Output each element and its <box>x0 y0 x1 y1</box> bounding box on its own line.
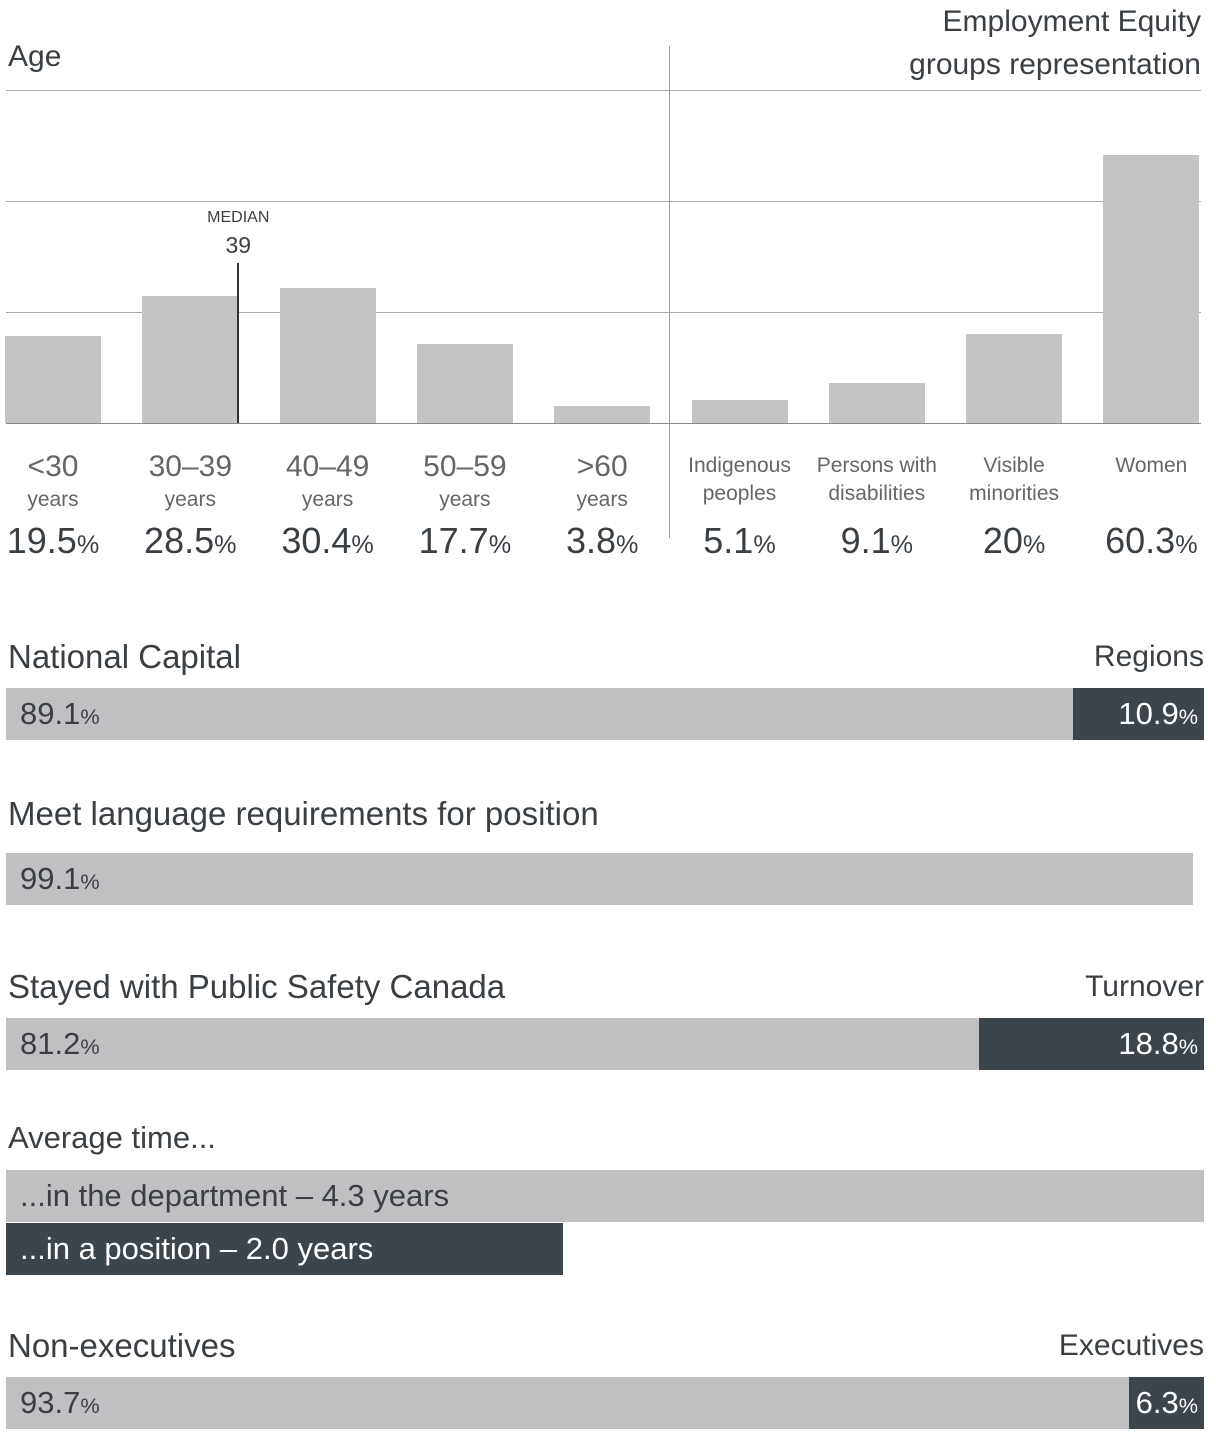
x-tick-label: Indigenous peoples <box>688 454 791 505</box>
bar-segment <box>6 853 1194 905</box>
grid-line <box>670 201 1201 202</box>
x-tick-label: 30–39 <box>148 450 233 483</box>
annotation-label: MEDIAN <box>207 209 270 226</box>
bar <box>966 334 1063 423</box>
x-tick-label: 40–49 <box>285 450 370 483</box>
bar-segment <box>978 1018 1204 1070</box>
bar <box>554 406 651 423</box>
bar <box>828 382 925 423</box>
bar <box>1103 155 1200 423</box>
grid-line <box>6 201 670 202</box>
x-tick-label: >60 <box>576 450 628 483</box>
value-label: 20% <box>982 520 1046 561</box>
x-tick-unit: years <box>164 488 216 511</box>
bar-segment <box>6 1018 979 1070</box>
chart-title: Average time... <box>8 1120 216 1155</box>
bar <box>5 336 101 423</box>
bar-segment <box>6 688 1074 740</box>
value-label: 60.3% <box>1105 520 1198 561</box>
grid-line <box>670 90 1201 91</box>
value-label: 6.3% <box>1135 1385 1198 1420</box>
value-label: 10.9% <box>1118 696 1198 731</box>
bar <box>6 1223 564 1275</box>
bar <box>279 288 376 423</box>
chart-title: Employment Equity groups representation <box>909 5 1201 81</box>
value-label: ...in the department – 4.3 years <box>20 1178 450 1213</box>
value-label: 3.8% <box>565 520 639 561</box>
value-label: 17.7% <box>418 520 512 561</box>
bar-segment <box>6 1377 1129 1429</box>
value-label: ...in a position – 2.0 years <box>20 1231 374 1266</box>
bar-segment <box>1128 1377 1204 1429</box>
x-tick-label: Visible minorities <box>969 454 1060 505</box>
grid-line <box>670 312 1201 313</box>
median-line <box>237 263 240 423</box>
bar-segment <box>1073 688 1204 740</box>
bar <box>691 400 788 423</box>
value-label: 30.4% <box>281 520 374 561</box>
x-tick-label: 50–59 <box>423 450 507 483</box>
value-label: 19.5% <box>6 520 100 561</box>
divider <box>669 46 670 538</box>
value-label: 81.2% <box>20 1026 100 1061</box>
legend-label: Meet language requirements for position <box>8 795 599 832</box>
legend-label: Regions <box>1093 640 1204 673</box>
legend-label: National Capital <box>8 638 241 675</box>
bar <box>6 1170 1204 1222</box>
value-label: 5.1% <box>703 520 776 561</box>
grid-line <box>670 423 1201 424</box>
value-label: 9.1% <box>840 520 914 561</box>
bar <box>416 344 513 423</box>
legend-label: Non-executives <box>8 1327 236 1364</box>
value-label: 28.5% <box>144 520 237 561</box>
value-label: 99.1% <box>20 861 100 896</box>
x-tick-label: Persons with disabilities <box>816 454 937 505</box>
x-tick-unit: years <box>27 488 79 511</box>
grid-line <box>6 90 670 91</box>
value-label: 18.8% <box>1118 1026 1198 1061</box>
x-tick-unit: years <box>301 488 354 511</box>
x-tick-label: Women <box>1115 454 1188 477</box>
legend-label: Turnover <box>1085 970 1204 1003</box>
legend-label: Stayed with Public Safety Canada <box>8 968 506 1005</box>
x-tick-unit: years <box>576 488 628 511</box>
legend-label: Executives <box>1058 1329 1204 1362</box>
chart-title: Age <box>8 40 62 73</box>
grid-line <box>6 423 670 424</box>
x-tick-label: <30 <box>27 450 79 483</box>
x-tick-unit: years <box>439 488 491 511</box>
value-label: 93.7% <box>20 1385 100 1420</box>
value-label: 89.1% <box>20 696 100 731</box>
bar <box>142 296 239 423</box>
annotation-value: 39 <box>225 232 252 258</box>
